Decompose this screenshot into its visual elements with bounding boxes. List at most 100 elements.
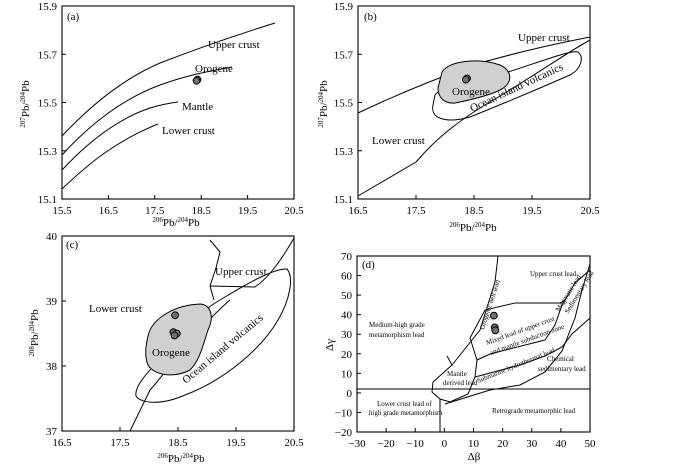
boundary-hydrothermal: [474, 317, 591, 378]
label-mantle-derived-1: Mantle: [447, 370, 467, 378]
panel-d-y-ticks: −20 −10 0 10 20 30 40 50 60 70: [335, 251, 361, 439]
y-tick-label: 20: [341, 349, 353, 361]
y-tick-label: 37: [46, 426, 58, 438]
panel-a-label: (a): [67, 11, 80, 23]
y-tick-label: 15.9: [38, 1, 58, 13]
panel-b-points: [461, 74, 471, 84]
boundary-sedimentary: [444, 263, 591, 405]
y-tick-label: 15.5: [334, 98, 354, 110]
panel-b: 16.5 17.5 18.5 19.5 20.5 15.115.315.515.715.…: [317, 1, 600, 234]
panel-a-xlabel: 206Pb/204Pb: [152, 216, 200, 229]
x-tick-label: 18.5: [192, 205, 212, 217]
boundary-upper-crust: [544, 269, 591, 341]
label-mantle-derived-2: derived lead: [443, 379, 478, 387]
x-tick-label: 30: [526, 438, 538, 450]
y-tick-label: 70: [341, 251, 353, 263]
x-tick-label: 16.5: [99, 205, 119, 217]
orogene-curve-a: [61, 66, 233, 156]
x-tick-label: −20: [378, 438, 396, 450]
panel-a: 15.5 16.5 17.5 18.5 19.5 20.5 15.115.315.515.…: [19, 1, 304, 229]
orogene-field-b: [437, 60, 511, 104]
orogene-field-c: [145, 303, 212, 376]
x-tick-label: −30: [348, 438, 366, 450]
x-tick-label: 15.5: [52, 205, 72, 217]
panel-b-label: (b): [364, 11, 377, 23]
y-tick-label: 38: [46, 361, 58, 373]
panel-c-label: (c): [66, 239, 79, 251]
y-tick-label: 30: [341, 329, 353, 341]
panel-a-ylabel: 207Pb/204Pb: [19, 80, 32, 128]
x-tick-label: 19.5: [238, 205, 258, 217]
sample-point: [491, 326, 500, 335]
label-upper-crust-b: Upper crust: [518, 32, 570, 44]
label-orogenic-belt-lead: Orogenic belt lead: [478, 279, 502, 331]
sample-point: [461, 75, 470, 84]
boundary-mantle: [431, 337, 478, 403]
panel-a-x-ticks: 15.5 16.5 17.5 18.5 19.5 20.5: [52, 195, 304, 217]
x-tick-label: 19.5: [226, 437, 246, 449]
panel-b-xlabel: 206Pb/204Pb: [449, 221, 497, 234]
label-medium-high-grade-2: metamorphism lead: [369, 331, 425, 339]
y-tick-label: 40: [46, 231, 58, 243]
panel-d-xlabel: Δβ: [468, 451, 481, 463]
label-upper-crust-lead: Upper crust lead: [530, 270, 577, 278]
y-tick-label: 40: [341, 310, 353, 322]
y-tick-label: 15.5: [38, 98, 58, 110]
label-chemical-sedimentary-1: Chemical: [547, 355, 574, 363]
upper-crust-boundary-c-1: [209, 239, 221, 287]
panel-c-xlabel: 206Pb/204Pb: [157, 452, 205, 465]
upper-crust-curve-a: [61, 22, 276, 137]
label-retrograde-metamorphic: Retrograde metamorphic lead: [492, 407, 576, 415]
panel-d: −30 −20 −10 0 10 20 30 40 50 −20−100102030405060…: [324, 251, 596, 463]
panel-d-x-ticks: −30 −20 −10 0 10 20 30 40 50: [348, 428, 596, 450]
boundary-mixed-bottom: [476, 339, 546, 361]
y-tick-label: 10: [341, 368, 353, 380]
label-mantle-a: Mantle: [182, 101, 213, 113]
y-tick-label: 15.7: [38, 49, 58, 61]
label-medium-high-grade-1: Medium-high grade: [369, 321, 425, 329]
x-tick-label: 16.5: [348, 205, 368, 217]
x-tick-label: 16.5: [52, 437, 72, 449]
label-chemical-sedimentary-2: sedimentary lead: [538, 365, 586, 373]
panel-d-field-boundaries: [357, 255, 591, 432]
y-tick-label: −20: [335, 427, 353, 439]
y-tick-label: 15.7: [334, 49, 354, 61]
y-tick-label: 15.1: [38, 194, 57, 206]
panel-b-y-ticks: 15.1 15.3 15.5 15.7 15.9: [334, 1, 362, 206]
y-tick-label: 15.3: [334, 146, 354, 158]
upper-crust-boundary-c-3: [209, 237, 295, 288]
sample-point: [171, 311, 180, 320]
x-tick-label: −10: [407, 438, 425, 450]
x-tick-label: 50: [585, 438, 597, 450]
panel-c-ylabel: 208Pb/204Pb: [28, 309, 41, 357]
x-tick-label: 19.5: [522, 205, 542, 217]
label-lower-crust-b: Lower crust: [372, 135, 425, 147]
x-tick-label: 17.5: [145, 205, 165, 217]
boundary-mixed-top: [469, 299, 566, 339]
label-orogene-c: Orogene: [152, 347, 190, 359]
panel-d-ylabel: Δγ: [324, 339, 336, 351]
label-upper-crust-a: Upper crust: [208, 39, 260, 51]
panel-a-points: [192, 75, 202, 85]
upper-crust-boundary-c-2: [209, 285, 215, 301]
x-tick-label: 20.5: [284, 437, 304, 449]
x-tick-label: 18.5: [464, 205, 484, 217]
label-lower-crust-a: Lower crust: [162, 125, 215, 137]
y-tick-label: 60: [341, 271, 353, 283]
label-orogene-b: Orogene: [452, 86, 490, 98]
panel-d-points: [489, 311, 500, 335]
y-tick-label: 50: [341, 290, 353, 302]
y-tick-label: −10: [335, 407, 353, 419]
lower-crust-line-b: [357, 39, 591, 197]
label-upper-crust-c: Upper crust: [215, 266, 267, 278]
label-lower-crust-c: Lower crust: [89, 303, 142, 315]
lower-crust-curve-a: [61, 123, 159, 190]
x-tick-label: 20: [497, 438, 509, 450]
panel-b-x-ticks: 16.5 17.5 18.5 19.5 20.5: [348, 195, 600, 217]
sample-point: [170, 331, 179, 340]
x-tick-label: 20.5: [284, 205, 304, 217]
y-tick-label: 15.9: [334, 1, 354, 13]
ocean-island-volcanics-field-c: [135, 268, 291, 403]
label-lower-crust-lead-1: Lower crust lead of: [377, 400, 432, 408]
